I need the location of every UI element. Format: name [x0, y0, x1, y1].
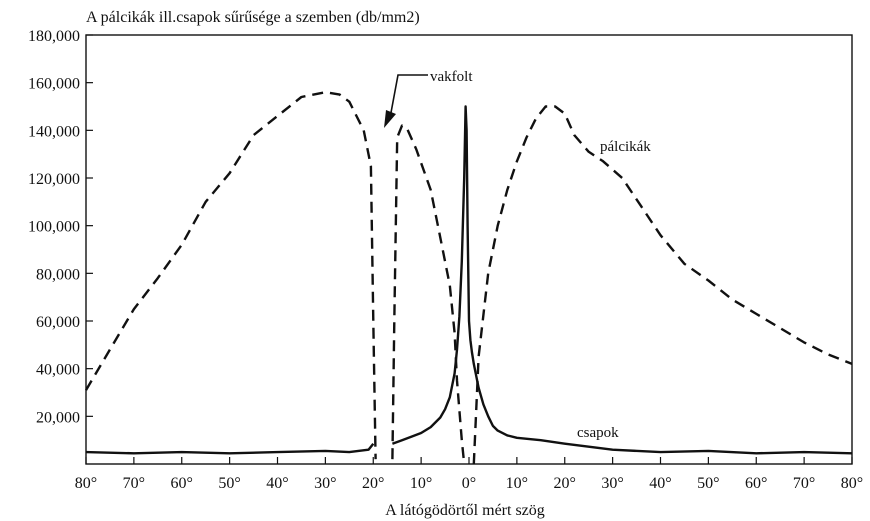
- series-line: [391, 124, 466, 465]
- x-tick-label: 50°: [697, 475, 719, 492]
- series-layer: [84, 91, 853, 465]
- x-tick-label: 80°: [841, 475, 863, 492]
- x-tick-label: 0°: [462, 475, 476, 492]
- y-tick-label: 40,000: [36, 362, 80, 379]
- x-tick-label: 40°: [649, 475, 671, 492]
- x-tick-label: 60°: [171, 475, 193, 492]
- x-tick-label: 80°: [75, 475, 97, 492]
- x-tick-label: 10°: [506, 475, 528, 492]
- annotation-layer: pálcikák csapok vakfolt: [384, 69, 651, 441]
- y-tick-label: 60,000: [36, 314, 80, 331]
- y-tick-label: 20,000: [36, 409, 80, 426]
- x-tick-label: 20°: [554, 475, 576, 492]
- y-tick-label: 180,000: [28, 28, 80, 45]
- series-rods: [84, 91, 853, 465]
- series-line: [391, 105, 853, 455]
- x-tick-label: 10°: [410, 475, 432, 492]
- blind-spot-label: vakfolt: [430, 69, 473, 85]
- x-tick-label: 70°: [123, 475, 145, 492]
- series-cones: [85, 105, 853, 455]
- y-tick-label: 100,000: [28, 219, 80, 236]
- blind-spot-arrow: [389, 74, 428, 119]
- chart-title: A pálcikák ill.csapok sűrűsége a szemben…: [86, 9, 420, 26]
- x-axis-title: A látógödörtől mért szög: [385, 502, 545, 519]
- x-tick-label: 30°: [314, 475, 336, 492]
- series-line: [472, 105, 853, 465]
- y-axis: 20,000 40,000 60,000 80,000 100,000 120,000 14…: [28, 28, 93, 426]
- y-tick-label: 120,000: [28, 171, 80, 188]
- x-tick-label: 60°: [745, 475, 767, 492]
- x-axis: 80° 70° 60° 50° 40° 30° 20° 10° 0° 10° 20° 30° 40° 50…: [75, 457, 863, 492]
- y-tick-label: 140,000: [28, 123, 80, 140]
- x-tick-label: 70°: [793, 475, 815, 492]
- x-tick-label: 30°: [601, 475, 623, 492]
- x-tick-label: 20°: [362, 475, 384, 492]
- cones-series-label: csapok: [577, 425, 619, 441]
- x-tick-label: 40°: [266, 475, 288, 492]
- y-tick-label: 160,000: [28, 76, 80, 93]
- rods-series-label: pálcikák: [600, 139, 651, 155]
- blind-spot-arrowhead: [384, 110, 396, 128]
- y-tick-label: 80,000: [36, 266, 80, 283]
- series-line: [85, 442, 375, 455]
- x-tick-label: 50°: [218, 475, 240, 492]
- series-line: [84, 91, 377, 460]
